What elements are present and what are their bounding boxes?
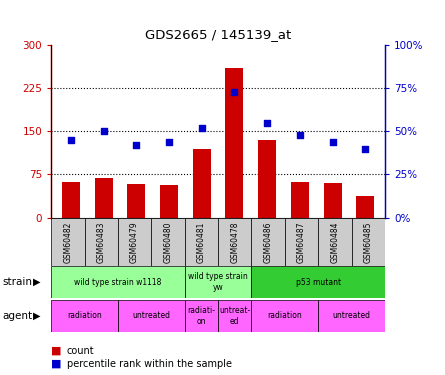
FancyBboxPatch shape [51, 300, 118, 332]
Text: radiati-
on: radiati- on [187, 306, 215, 326]
Text: GSM60479: GSM60479 [130, 221, 139, 262]
Point [198, 125, 205, 131]
Text: ▶: ▶ [32, 277, 40, 287]
FancyBboxPatch shape [185, 266, 251, 298]
Text: GSM60478: GSM60478 [230, 221, 239, 262]
Text: GSM60487: GSM60487 [297, 221, 306, 262]
FancyBboxPatch shape [218, 217, 251, 266]
Point [362, 146, 369, 152]
Bar [226, 68, 243, 218]
Bar [160, 185, 178, 218]
Text: GSM60481: GSM60481 [197, 221, 206, 262]
Text: untreated: untreated [132, 311, 170, 320]
Text: wild type strain
yw: wild type strain yw [188, 273, 248, 292]
Bar [356, 196, 374, 217]
FancyBboxPatch shape [151, 217, 185, 266]
Bar [258, 140, 276, 218]
FancyBboxPatch shape [251, 300, 318, 332]
FancyBboxPatch shape [185, 217, 218, 266]
Text: radiation: radiation [267, 311, 302, 320]
Text: GSM60485: GSM60485 [364, 221, 373, 262]
Text: ■: ■ [51, 359, 62, 369]
Point [329, 139, 336, 145]
Text: GSM60486: GSM60486 [263, 221, 273, 262]
Bar [291, 182, 309, 218]
Text: untreat-
ed: untreat- ed [219, 306, 251, 326]
FancyBboxPatch shape [318, 300, 385, 332]
Point [296, 132, 303, 138]
FancyBboxPatch shape [285, 217, 318, 266]
Bar [193, 148, 210, 217]
Point [67, 137, 74, 143]
FancyBboxPatch shape [85, 217, 118, 266]
Text: GSM60484: GSM60484 [330, 221, 340, 262]
FancyBboxPatch shape [251, 266, 385, 298]
Text: agent: agent [2, 311, 32, 321]
Text: GSM60480: GSM60480 [163, 221, 173, 262]
FancyBboxPatch shape [51, 217, 85, 266]
Text: GDS2665 / 145139_at: GDS2665 / 145139_at [145, 28, 291, 41]
Text: ■: ■ [51, 346, 62, 355]
Text: untreated: untreated [332, 311, 371, 320]
FancyBboxPatch shape [51, 266, 185, 298]
Point [166, 139, 173, 145]
Text: ▶: ▶ [32, 311, 40, 321]
Point [231, 88, 238, 94]
Text: percentile rank within the sample: percentile rank within the sample [67, 359, 232, 369]
FancyBboxPatch shape [251, 217, 285, 266]
Text: wild type strain w1118: wild type strain w1118 [74, 278, 162, 286]
Point [133, 142, 140, 148]
FancyBboxPatch shape [318, 217, 352, 266]
Text: p53 mutant: p53 mutant [295, 278, 341, 286]
Text: GSM60483: GSM60483 [97, 221, 106, 262]
Point [100, 128, 107, 134]
FancyBboxPatch shape [218, 300, 251, 332]
FancyBboxPatch shape [118, 217, 151, 266]
FancyBboxPatch shape [185, 300, 218, 332]
FancyBboxPatch shape [352, 217, 385, 266]
Bar [62, 182, 80, 218]
Text: radiation: radiation [67, 311, 102, 320]
Bar [324, 183, 342, 218]
Bar [94, 178, 113, 218]
FancyBboxPatch shape [118, 300, 185, 332]
Bar [127, 184, 145, 218]
Text: GSM60482: GSM60482 [63, 221, 73, 262]
Text: strain: strain [2, 277, 32, 287]
Point [263, 120, 271, 126]
Text: count: count [67, 346, 94, 355]
